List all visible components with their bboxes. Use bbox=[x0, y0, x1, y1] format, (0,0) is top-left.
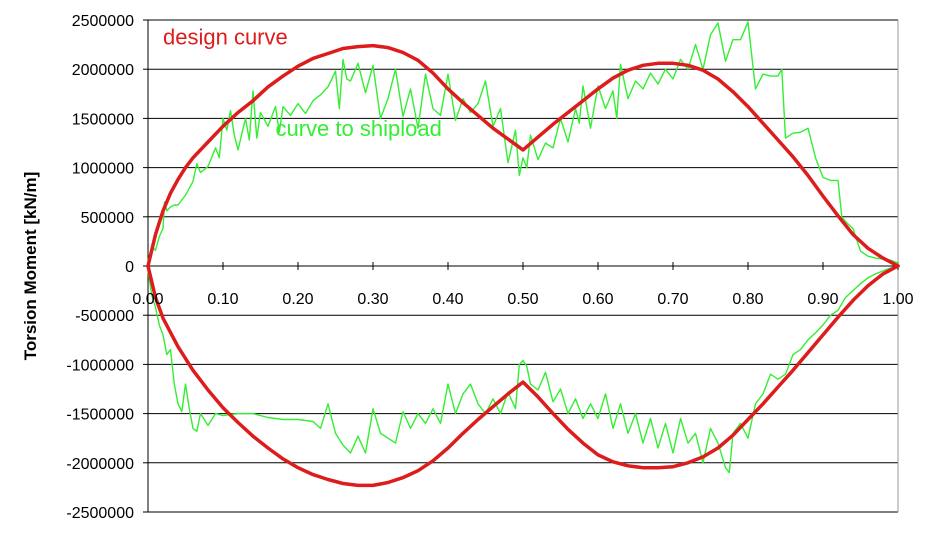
design-curve-line-upper bbox=[146, 43, 900, 268]
x-tick-label: 0.30 bbox=[357, 291, 388, 308]
y-tick-label: 0 bbox=[125, 259, 134, 276]
x-tick-label: 0.80 bbox=[732, 291, 763, 308]
x-tick-label: 0.10 bbox=[207, 291, 238, 308]
x-tick-label: 0.90 bbox=[807, 291, 838, 308]
y-tick-labels: 2500000 2000000 1500000 1000000 500000 0 -5000… bbox=[66, 13, 134, 522]
shipload-curve-label: curve to shipload bbox=[276, 116, 442, 141]
x-tick-label: 0.20 bbox=[282, 291, 313, 308]
y-tick-label: -1500000 bbox=[66, 407, 134, 424]
y-tick-label: -2500000 bbox=[66, 505, 134, 522]
shipload-curve-line-upper bbox=[147, 21, 899, 264]
y-tick-label: 1500000 bbox=[72, 111, 134, 128]
y-tick-label: 2500000 bbox=[72, 13, 134, 30]
y-tick-label: -500000 bbox=[75, 308, 134, 325]
series-layer bbox=[146, 21, 900, 488]
y-tick-label: -1000000 bbox=[66, 357, 134, 374]
x-tick-labels: 0.00 0.10 0.20 0.30 0.40 0.50 0.60 0.70 0.80 0.90… bbox=[132, 291, 913, 308]
y-tick-label: -2000000 bbox=[66, 456, 134, 473]
series-labels: design curve curve to shipload bbox=[163, 25, 442, 142]
x-tick-label: 0.50 bbox=[507, 291, 538, 308]
x-tick-label: 0.00 bbox=[132, 291, 163, 308]
x-tick-label: 0.60 bbox=[582, 291, 613, 308]
x-tick-label: 0.70 bbox=[657, 291, 688, 308]
design-curve-label: design curve bbox=[163, 25, 288, 50]
y-tick-label: 500000 bbox=[81, 210, 134, 227]
x-tick-label: 1.00 bbox=[882, 291, 913, 308]
y-tick-label: 1000000 bbox=[72, 161, 134, 178]
design-curve-line-lower bbox=[146, 264, 900, 488]
x-tick-label: 0.40 bbox=[432, 291, 463, 308]
y-axis-title: Torsion Moment [kN/m] bbox=[21, 172, 40, 361]
y-tick-label: 2000000 bbox=[72, 62, 134, 79]
